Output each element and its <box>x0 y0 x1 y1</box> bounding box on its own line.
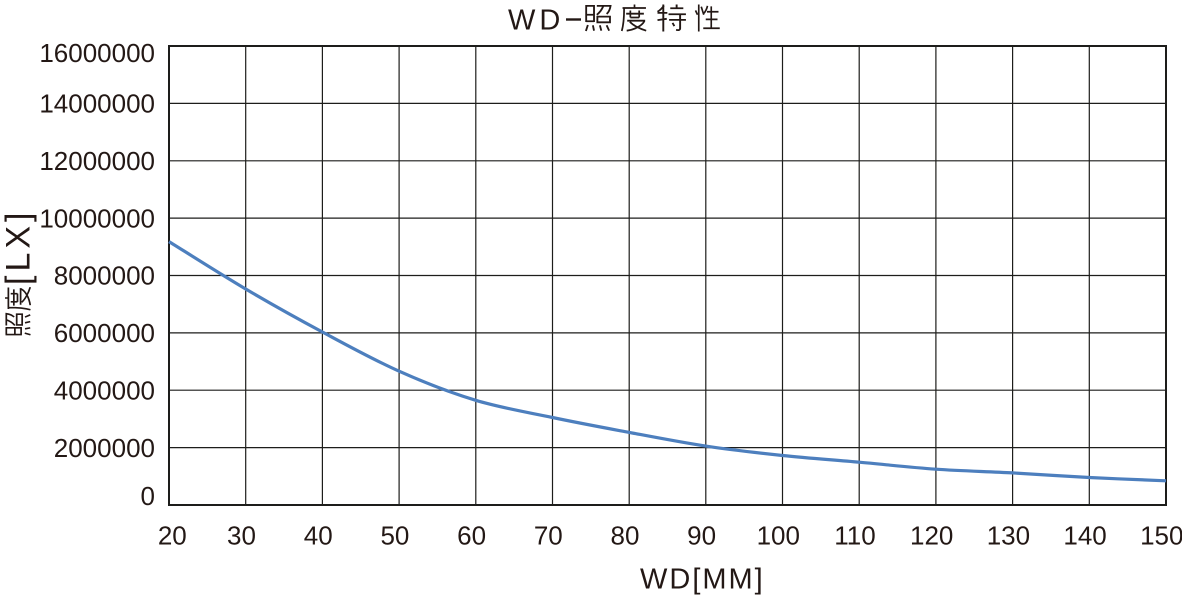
svg-text:80: 80 <box>611 521 640 551</box>
svg-text:[LX]: [LX] <box>0 209 38 285</box>
svg-text:2000000: 2000000 <box>54 433 155 463</box>
svg-text:60: 60 <box>457 521 486 551</box>
svg-text:WD[MM]: WD[MM] <box>640 564 765 596</box>
svg-text:0: 0 <box>141 481 155 511</box>
svg-text:130: 130 <box>987 521 1030 551</box>
svg-text:150: 150 <box>1140 521 1182 551</box>
svg-text:12000000: 12000000 <box>39 146 155 176</box>
svg-text:120: 120 <box>910 521 953 551</box>
svg-text:20: 20 <box>158 521 187 551</box>
svg-text:4000000: 4000000 <box>54 375 155 405</box>
svg-text:70: 70 <box>534 521 563 551</box>
svg-text:16000000: 16000000 <box>39 38 155 68</box>
svg-text:110: 110 <box>834 521 875 551</box>
svg-text:50: 50 <box>380 521 409 551</box>
svg-text:10000000: 10000000 <box>39 203 155 233</box>
svg-text:14000000: 14000000 <box>39 89 155 119</box>
svg-text:WD: WD <box>508 5 564 37</box>
svg-text:8000000: 8000000 <box>54 261 155 291</box>
svg-text:100: 100 <box>757 521 800 551</box>
svg-text:40: 40 <box>304 521 333 551</box>
svg-text:6000000: 6000000 <box>54 318 155 348</box>
svg-text:90: 90 <box>687 521 716 551</box>
svg-text:140: 140 <box>1063 521 1106 551</box>
svg-text:30: 30 <box>227 521 256 551</box>
